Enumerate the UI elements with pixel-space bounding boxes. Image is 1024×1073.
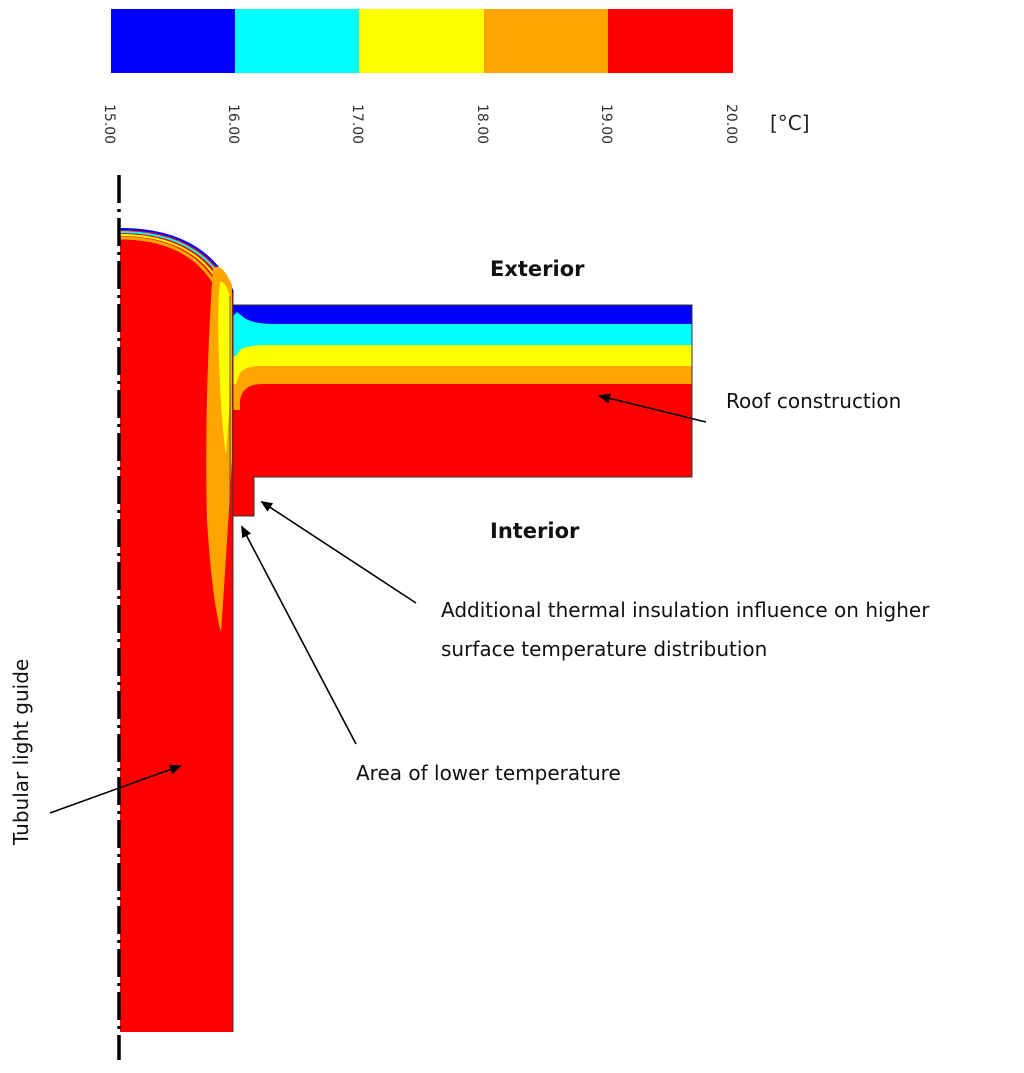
insulation-step [233,477,254,516]
insulation-label-line2: surface temperature distribution [441,637,767,661]
interior-label: Interior [490,519,580,543]
light-guide-body [120,229,233,1032]
legend-tick-18: 18.00 [474,104,490,144]
legend-band-18-19 [484,9,608,73]
legend-tick-15: 15.00 [101,104,117,144]
legend-unit: [°C] [770,111,810,135]
temperature-legend: 15.00 16.00 17.00 18.00 19.00 20.00 [°C] [101,9,810,144]
insulation-label-line1: Additional thermal insulation influence … [441,598,930,622]
legend-tick-20: 20.00 [723,104,739,144]
legend-band-15-16 [111,9,235,73]
insulation-arrow [260,500,417,604]
cold-zone-yellow [218,281,231,455]
legend-band-19-20 [608,9,733,73]
tubular-light-guide-arrow [49,764,182,814]
exterior-label: Exterior [490,257,585,281]
lower-temperature-label: Area of lower temperature [356,761,621,785]
legend-tick-16: 16.00 [225,104,241,144]
legend-band-16-17 [235,9,359,73]
legend-band-17-18 [359,9,484,73]
temperature-field [119,228,693,1032]
legend-tick-17: 17.00 [349,104,365,144]
geometry-outline [232,292,693,1032]
roof-layer-blue [233,305,692,324]
lower-temperature-arrow [241,525,357,745]
roof-construction-arrow [598,393,707,423]
tubular-light-guide-label: Tubular light guide [9,659,33,846]
legend-tick-19: 19.00 [598,104,614,144]
roof-construction-label: Roof construction [726,389,901,413]
